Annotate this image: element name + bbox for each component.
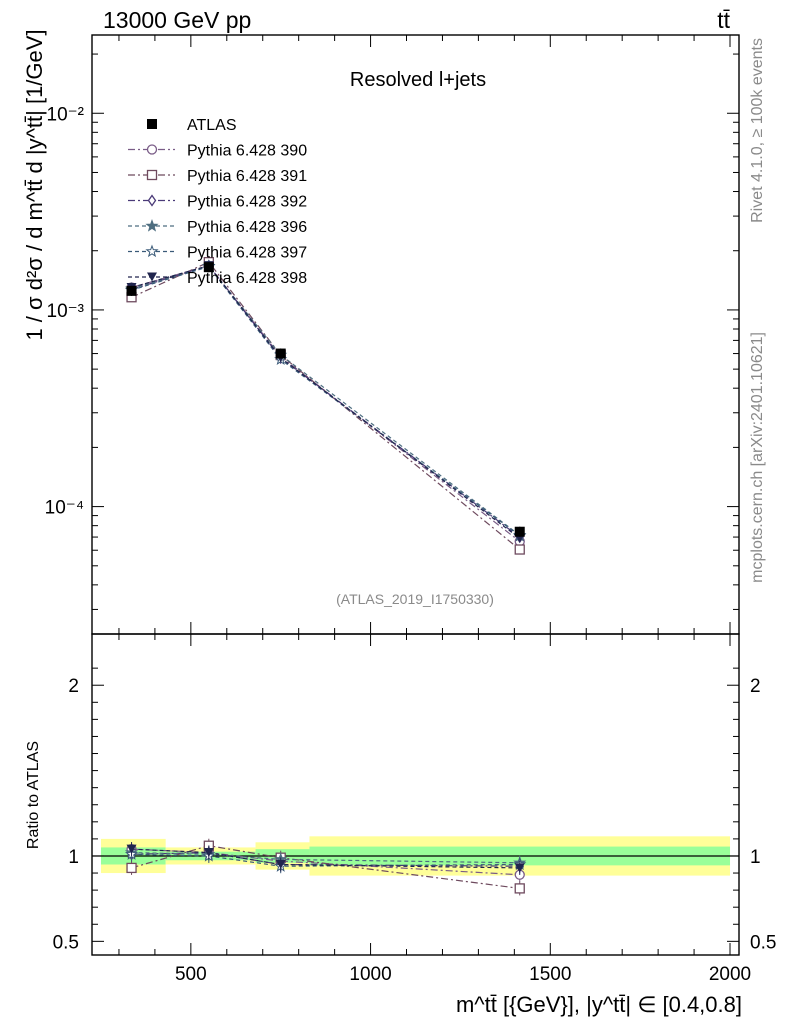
ratio-marker-s398-shape	[203, 848, 214, 858]
marker-s391	[514, 544, 525, 555]
data-point-shape	[126, 285, 137, 296]
header-process-label: tt̄	[717, 7, 730, 33]
ratio-marker-s391	[126, 862, 137, 874]
ratio-panel: 0.5 0.5 1 1 2 2 500 1000 1500 2000 Ratio to ATLAS	[25, 633, 776, 985]
ratio-marker-s398	[514, 863, 525, 873]
x-tick-label: 500	[175, 964, 207, 985]
x-tick-label: 1500	[529, 964, 571, 985]
y-tick-label-ratio-right: 0.5	[750, 932, 776, 953]
legend-label-s392: Pythia 6.428 392	[187, 194, 307, 211]
series-line-s390	[131, 264, 521, 542]
legend-label-s391: Pythia 6.428 391	[187, 168, 307, 185]
legend-label-s398: Pythia 6.428 398	[187, 270, 307, 287]
legend-marker-s396	[145, 219, 159, 232]
data-point	[514, 526, 525, 537]
y-tick-label-ratio-right: 2	[750, 676, 761, 697]
legend-marker-s391-shape	[146, 169, 158, 181]
ratio-line-s397	[131, 853, 520, 867]
data-point-shape	[275, 348, 286, 359]
series-line-s391	[131, 261, 521, 550]
series-line-s396	[131, 265, 521, 536]
y-tick-label-ratio: 1	[68, 847, 79, 868]
ratio-line-s398	[131, 848, 520, 869]
legend-marker-s390	[146, 144, 158, 155]
legend-marker-s396-shape	[145, 219, 159, 232]
y-axis-label-ratio: Ratio to ATLAS	[25, 741, 42, 849]
ratio-marker-s398-shape	[514, 863, 525, 873]
y-tick-label-ratio: 0.5	[53, 932, 79, 953]
ratio-marker-s398	[275, 860, 286, 870]
series-line-s397	[131, 265, 521, 537]
y-tick-label-ratio-right: 1	[750, 847, 761, 868]
ratio-line-s396	[131, 852, 520, 864]
marker-s391-shape	[514, 544, 525, 555]
legend-marker-s397	[145, 244, 159, 258]
header-energy-label: 13000 GeV pp	[103, 7, 251, 33]
series-line-s398	[131, 264, 521, 539]
data-point	[126, 285, 137, 296]
ratio-marker-s398	[203, 848, 214, 858]
data-point	[203, 262, 214, 273]
x-tick-label: 2000	[709, 964, 751, 985]
ratio-marker-s391	[514, 883, 525, 894]
rivet-version-label: Rivet 4.1.0, ≥ 100k events	[749, 38, 766, 223]
y-tick-label-ratio: 2	[68, 676, 79, 697]
x-tick-label: 1000	[349, 964, 391, 985]
ratio-marker-s391-shape	[514, 883, 525, 894]
ratio-marker-s391-shape	[126, 862, 137, 874]
legend-marker-s392-shape	[147, 194, 157, 207]
ratio-marker-s398	[126, 844, 137, 854]
ratio-line-s391	[131, 845, 520, 889]
legend-marker-data-shape	[147, 119, 157, 129]
legend: ATLAS Pythia 6.428 390 Pythia 6.428 391 Pyt…	[128, 117, 307, 287]
ratio-marker-s398-shape	[126, 844, 137, 854]
mcplots-label: mcplots.cern.ch [arXiv:2401.10621]	[749, 332, 766, 583]
plot-title: Resolved l+jets	[350, 69, 486, 91]
legend-label-s397: Pythia 6.428 397	[187, 245, 307, 262]
analysis-watermark: (ATLAS_2019_I1750330)	[336, 591, 494, 607]
data-point-shape	[514, 526, 525, 537]
main-panel: 10⁻² 10⁻³ 10⁻⁴ ATLAS Pythia 6.428 390 Pythia…	[22, 29, 740, 635]
y-tick-label-main: 10⁻²	[47, 104, 85, 125]
legend-marker-s397-shape	[145, 244, 159, 258]
legend-marker-s390-shape	[146, 144, 158, 155]
legend-label-s390: Pythia 6.428 390	[187, 143, 307, 160]
legend-label-s396: Pythia 6.428 396	[187, 219, 307, 236]
legend-marker-s391	[146, 169, 158, 181]
y-tick-label-main: 10⁻³	[47, 301, 85, 322]
x-axis-label: m^tt̄ [{GeV}], |y^tt̄| ∈ [0.4,0.8]	[456, 992, 742, 1017]
ratio-marker-s398-shape	[275, 860, 286, 870]
data-point-shape	[203, 262, 214, 273]
y-axis-label-main: 1 / σ d²σ / d m^tt̄ d |y^tt̄| [1/GeV]	[22, 29, 47, 340]
legend-marker-s398-shape	[147, 272, 157, 282]
legend-marker-s392	[147, 194, 157, 207]
legend-marker-data	[147, 119, 157, 129]
ratio-plot-frame	[91, 633, 740, 956]
data-point	[275, 348, 286, 359]
legend-marker-s398	[147, 272, 157, 282]
legend-label-data: ATLAS	[187, 117, 237, 134]
y-tick-label-main: 10⁻⁴	[45, 498, 84, 519]
